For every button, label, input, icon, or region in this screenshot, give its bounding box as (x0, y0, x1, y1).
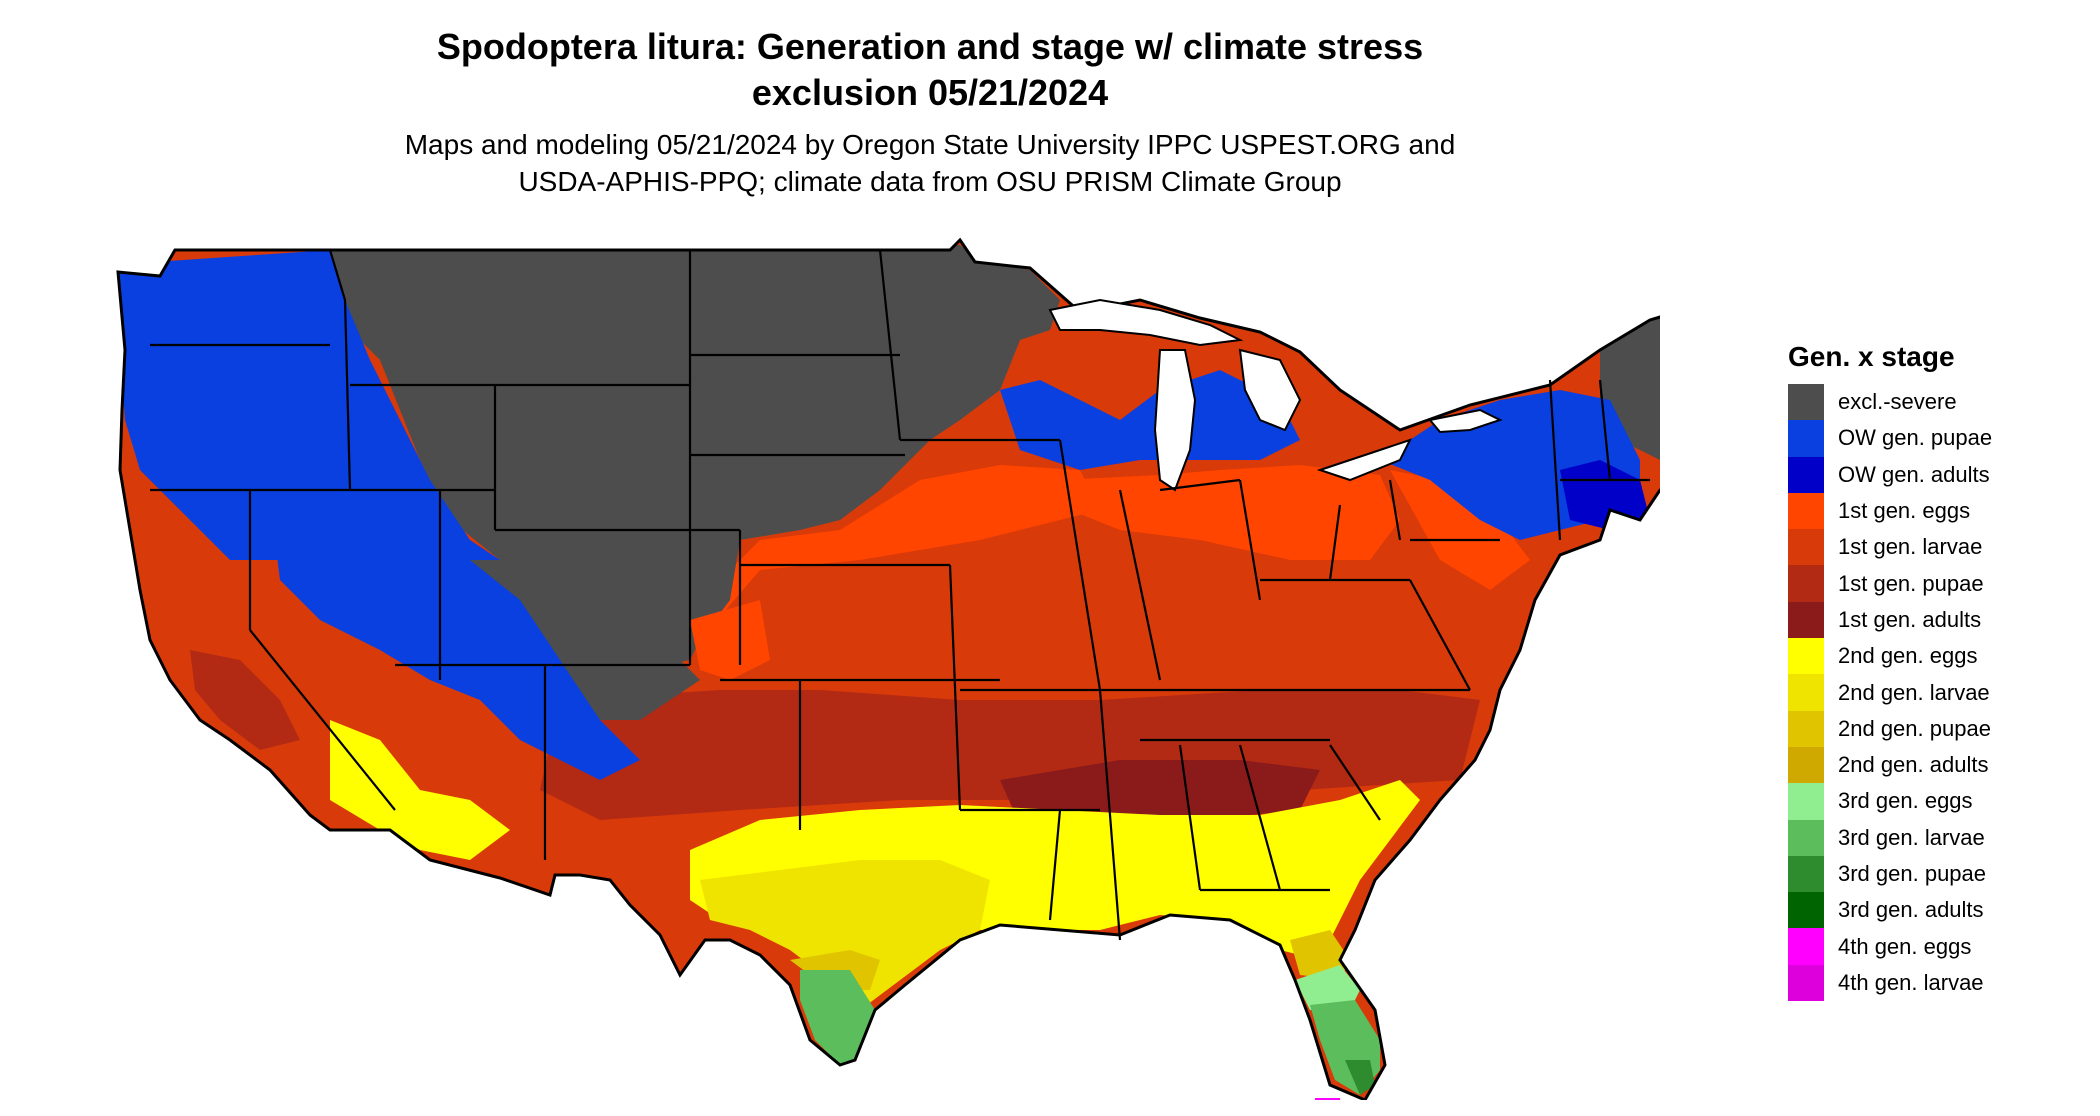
keys-dots (1315, 1098, 1340, 1100)
legend-swatch (1788, 384, 1824, 421)
region-ow-pupae-great-basin (270, 500, 640, 780)
legend-label: 2nd gen. larvae (1838, 679, 1990, 705)
legend-swatch (1788, 892, 1824, 929)
region-1st-eggs-ohio (1060, 465, 1400, 560)
legend-item: 2nd gen. adults (1788, 746, 2088, 784)
region-ow-pupae-west (118, 250, 500, 560)
legend-swatch (1788, 638, 1824, 675)
legend-item: 1st gen. eggs (1788, 492, 2088, 530)
map-legend: Gen. x stage excl.-severe OW gen. pupae OW… (1788, 340, 2088, 1002)
region-3rd-larvae-texas (800, 970, 875, 1065)
map-subtitle: Maps and modeling 05/21/2024 by Oregon S… (0, 126, 1860, 200)
legend-swatch (1788, 674, 1824, 711)
subtitle-line-1: Maps and modeling 05/21/2024 by Oregon S… (404, 129, 1456, 160)
region-3rd-eggs-florida (1295, 965, 1360, 1010)
lake-ontario (1428, 408, 1503, 434)
region-1st-pupae-california (190, 650, 300, 750)
legend-label: 3rd gen. larvae (1838, 824, 1985, 850)
legend-swatch (1788, 456, 1824, 493)
legend-swatch (1788, 855, 1824, 893)
conus-map (116, 238, 1660, 1100)
legend-label: 2nd gen. adults (1838, 752, 1989, 778)
lake-superior (1048, 298, 1244, 347)
legend-item: 1st gen. pupae (1788, 565, 2088, 602)
legend-label: 3rd gen. adults (1838, 897, 1984, 923)
legend-item: OW gen. pupae (1788, 420, 2088, 457)
legend-rows: excl.-severe OW gen. pupae OW gen. adults 1… (1788, 384, 2088, 1002)
legend-item: 2nd gen. eggs (1788, 638, 2088, 675)
legend-title: Gen. x stage (1788, 341, 1955, 372)
legend-item: 3rd gen. pupae (1788, 855, 2088, 893)
region-3rd-pupae-keys (1345, 1060, 1375, 1095)
state-borders (150, 249, 1650, 941)
legend-label: 1st gen. eggs (1838, 498, 1971, 524)
lake-michigan (1153, 349, 1197, 492)
title-line-2: exclusion 05/21/2024 (751, 72, 1109, 113)
legend-label: 3rd gen. eggs (1838, 788, 1973, 814)
legend-item: 3rd gen. adults (1788, 892, 2088, 929)
region-2nd-larvae-texas (700, 860, 990, 1010)
lake-erie (1316, 438, 1412, 482)
legend-label: 2nd gen. eggs (1838, 643, 1978, 669)
region-excluded-rockies (470, 560, 700, 720)
region-excluded-maine (1600, 310, 1660, 460)
legend-item: 3rd gen. larvae (1788, 819, 2088, 856)
legend-item: 2nd gen. pupae (1788, 710, 2088, 747)
legend-label: excl.-severe (1838, 389, 1957, 415)
legend-label: 1st gen. adults (1838, 606, 1982, 632)
region-2nd-eggs-arizona (330, 720, 510, 860)
region-1st-eggs-plains (680, 465, 1100, 640)
region-1st-eggs-northeast (1390, 470, 1530, 590)
title-line-1: Spodoptera litura: Generation and stage … (436, 26, 1424, 67)
legend-swatch (1788, 964, 1824, 1002)
legend-item: 1st gen. adults (1788, 601, 2088, 639)
region-ow-adults-newengland (1560, 460, 1650, 530)
legend-swatch (1788, 928, 1824, 965)
stage-regions (118, 245, 1660, 1095)
legend-label: 4th gen. larvae (1838, 969, 1984, 995)
legend-item: 4th gen. eggs (1788, 928, 2088, 965)
map-title: Spodoptera litura: Generation and stage … (0, 24, 1860, 116)
legend-item: OW gen. adults (1788, 456, 2088, 493)
lake-huron (1238, 348, 1302, 432)
legend-swatch (1788, 601, 1824, 639)
legend-label: OW gen. adults (1838, 461, 1990, 487)
legend-item: 1st gen. larvae (1788, 529, 2088, 566)
legend-swatch (1788, 492, 1824, 530)
legend-swatch (1788, 783, 1824, 820)
legend-swatch (1788, 710, 1824, 747)
legend-label: 1st gen. larvae (1838, 534, 1983, 560)
legend-swatch (1788, 420, 1824, 457)
legend-item: 3rd gen. eggs (1788, 783, 2088, 820)
legend-label: 1st gen. pupae (1838, 570, 1984, 596)
keys-4th-gen-eggs (1315, 1098, 1340, 1100)
region-ow-pupae-michigan (1000, 370, 1300, 470)
legend-item: excl.-severe (1788, 384, 2088, 421)
subtitle-line-2: USDA-APHIS-PPQ; climate data from OSU PR… (518, 166, 1342, 197)
legend-label: 2nd gen. pupae (1838, 715, 1991, 741)
legend-swatch (1788, 529, 1824, 566)
legend-swatch (1788, 819, 1824, 856)
legend-swatch (1788, 746, 1824, 784)
legend-item: 4th gen. larvae (1788, 964, 2088, 1002)
legend-swatch (1788, 565, 1824, 602)
great-lakes (1048, 298, 1503, 492)
legend-label: 4th gen. eggs (1838, 933, 1972, 959)
region-1st-eggs-west-plains (690, 600, 770, 680)
legend-label: OW gen. pupae (1838, 425, 1993, 451)
legend-item: 2nd gen. larvae (1788, 674, 2088, 711)
legend-label: 3rd gen. pupae (1838, 861, 1987, 886)
